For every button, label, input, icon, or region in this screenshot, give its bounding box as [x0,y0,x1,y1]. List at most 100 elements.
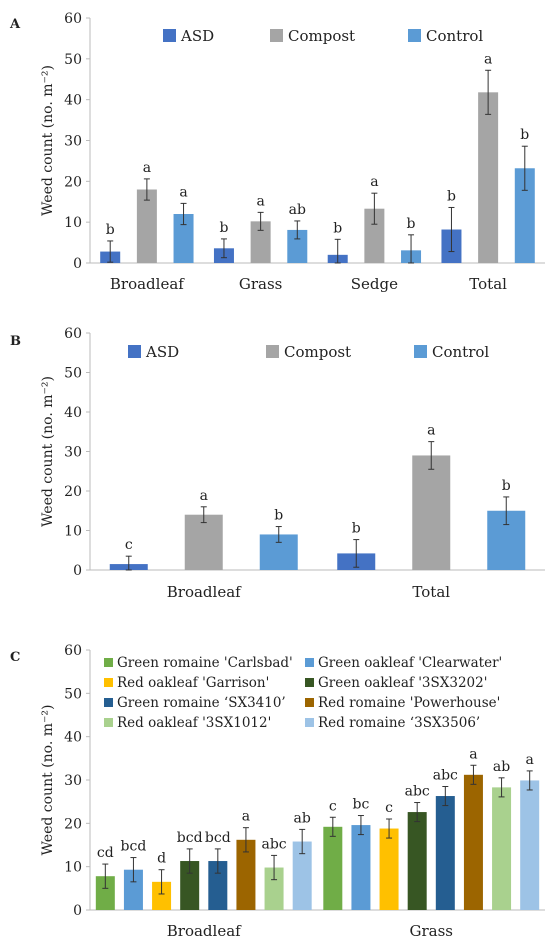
legend-label: Compost [284,343,351,361]
legend-swatch [270,29,283,42]
y-tick-label: 60 [64,643,82,659]
legend-label: Green romaine 'Carlsbad' [117,655,293,671]
significance-letter: ab [289,202,306,218]
significance-letter: bcd [121,839,147,855]
bar [264,867,284,910]
significance-letter: a [143,160,151,176]
y-axis-title: Weed count (no. m⁻²) [40,65,56,216]
bar [95,876,115,910]
legend-label: Control [426,27,483,45]
legend-swatch [408,29,421,42]
y-tick-label: 10 [64,524,82,540]
x-category-label: Grass [410,922,454,940]
significance-letter: ab [294,810,311,826]
x-category-label: Broadleaf [167,922,242,940]
y-tick-label: 40 [64,405,82,421]
significance-letter: b [407,216,416,232]
bar [152,881,172,910]
legend-label: Green oakleaf '3SX3202' [318,675,487,691]
x-category-label: Broadleaf [110,275,185,293]
significance-letter: d [157,851,166,867]
legend-label: Red oakleaf 'Garrison' [117,675,269,691]
x-category-label: Total [469,275,507,293]
legend-swatch [305,718,314,727]
significance-letter: a [242,809,250,825]
significance-letter: a [469,746,477,762]
legend-label: Compost [288,27,355,45]
significance-letter: bcd [205,830,231,846]
significance-letter: bcd [177,830,203,846]
significance-letter: b [520,127,529,143]
panel-label: B [10,334,21,349]
y-tick-label: 0 [73,903,82,919]
y-tick-label: 60 [64,11,82,27]
bar [136,189,157,263]
y-tick-label: 20 [64,174,82,190]
bar [478,92,499,263]
legend-swatch [104,718,113,727]
bar [435,796,455,910]
panel-label: C [10,650,20,665]
y-tick-label: 40 [64,730,82,746]
significance-letter: cd [97,845,114,861]
y-tick-label: 30 [64,445,82,461]
legend-label: Green oakleaf 'Clearwater' [318,655,502,671]
legend-swatch [305,698,314,707]
y-tick-label: 10 [64,215,82,231]
legend-swatch [305,658,314,667]
significance-letter: a [526,752,534,768]
x-category-label: Grass [239,275,283,293]
y-axis-title: Weed count (no. m⁻²) [40,376,56,527]
significance-letter: bc [353,797,370,813]
legend-label: ASD [145,343,179,361]
y-tick-label: 40 [64,93,82,109]
significance-letter: b [502,478,511,494]
y-tick-label: 0 [73,563,82,579]
legend-swatch [163,29,176,42]
significance-letter: b [106,222,115,238]
legend-label: ASD [180,27,214,45]
x-category-label: Sedge [351,275,398,293]
legend-swatch [266,345,279,358]
legend-label: Green romaine ‘SX3410’ [117,695,286,711]
x-category-label: Broadleaf [167,583,242,601]
bar [208,861,228,910]
bar [287,229,308,263]
significance-letter: a [370,174,378,190]
bar [180,861,200,910]
significance-letter: abc [405,784,430,800]
significance-letter: a [200,488,208,504]
y-tick-label: 20 [64,816,82,832]
legend-label: Red romaine 'Powerhouse' [318,695,500,711]
bar [520,780,540,910]
significance-letter: a [484,51,492,67]
significance-letter: b [274,508,283,524]
bar [412,455,451,570]
bar [250,221,271,263]
significance-letter: a [256,193,264,209]
panel-label: A [9,17,21,32]
bar [323,826,343,910]
significance-letter: a [427,423,435,439]
legend-swatch [414,345,427,358]
significance-letter: c [385,800,393,816]
bar [236,839,256,910]
legend-label: Red romaine ‘3SX3506’ [318,715,480,731]
legend-swatch [104,658,113,667]
legend-label: Control [432,343,489,361]
y-tick-label: 60 [64,326,82,342]
significance-letter: c [125,537,133,553]
y-tick-label: 10 [64,860,82,876]
significance-letter: b [352,521,361,537]
bar [123,869,143,910]
significance-letter: a [179,184,187,200]
y-axis-title: Weed count (no. m⁻²) [40,705,56,856]
y-tick-label: 50 [64,686,82,702]
bar [364,208,385,263]
significance-letter: ab [493,759,510,775]
significance-letter: abc [433,768,458,784]
y-tick-label: 50 [64,366,82,382]
bar [292,841,312,910]
legend-swatch [305,678,314,687]
